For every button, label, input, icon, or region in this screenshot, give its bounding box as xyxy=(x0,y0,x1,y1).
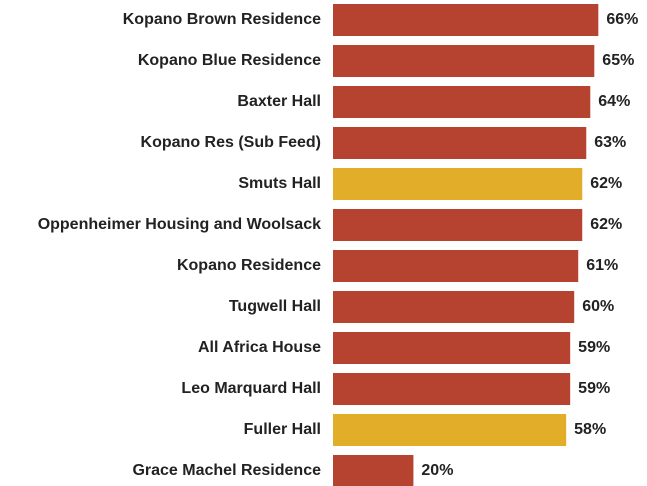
bar xyxy=(333,209,583,241)
bar xyxy=(333,86,591,118)
category-label: Kopano Brown Residence xyxy=(123,11,321,28)
value-label: 58% xyxy=(574,421,606,438)
value-label: 65% xyxy=(602,52,634,69)
value-label: 60% xyxy=(582,298,614,315)
bar xyxy=(333,45,595,77)
category-label: All Africa House xyxy=(198,339,321,356)
value-label: 61% xyxy=(586,257,618,274)
category-label: Grace Machel Residence xyxy=(132,462,321,479)
category-label: Kopano Res (Sub Feed) xyxy=(141,134,321,151)
value-label: 62% xyxy=(590,216,622,233)
category-label: Leo Marquard Hall xyxy=(181,380,321,397)
value-label: 63% xyxy=(594,134,626,151)
category-label: Fuller Hall xyxy=(244,421,321,438)
value-label: 64% xyxy=(598,93,630,110)
category-label: Oppenheimer Housing and Woolsack xyxy=(38,216,321,233)
category-label: Tugwell Hall xyxy=(229,298,321,315)
value-label: 20% xyxy=(421,462,453,479)
category-label: Kopano Blue Residence xyxy=(138,52,321,69)
category-label: Smuts Hall xyxy=(238,175,321,192)
category-label: Baxter Hall xyxy=(237,93,321,110)
value-label: 59% xyxy=(578,339,610,356)
bar xyxy=(333,373,571,405)
category-label: Kopano Residence xyxy=(177,257,321,274)
bar xyxy=(333,168,583,200)
bar xyxy=(333,332,571,364)
value-label: 66% xyxy=(606,11,638,28)
bar xyxy=(333,4,599,36)
bar xyxy=(333,127,587,159)
value-label: 62% xyxy=(590,175,622,192)
bar xyxy=(333,250,579,282)
bar xyxy=(333,414,567,446)
value-label: 59% xyxy=(578,380,610,397)
bar xyxy=(333,291,575,323)
bar xyxy=(333,455,414,486)
